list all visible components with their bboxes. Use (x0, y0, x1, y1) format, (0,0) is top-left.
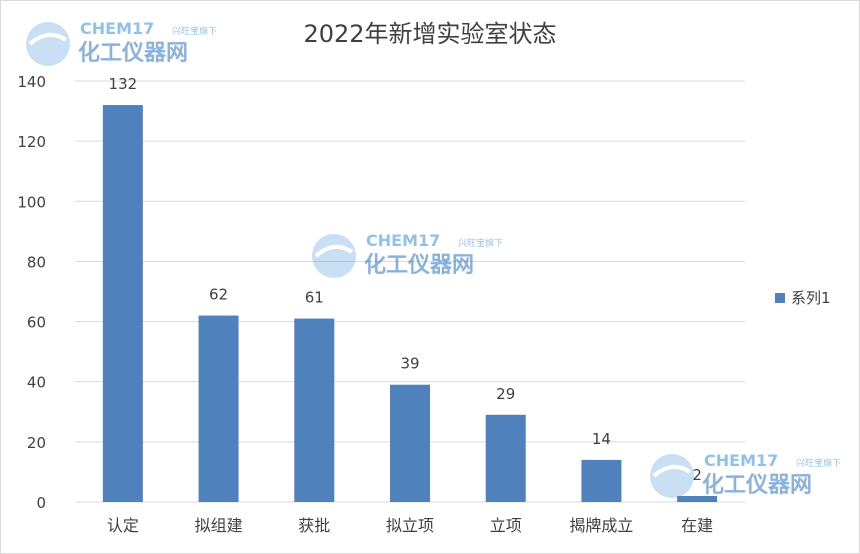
svg-text:CHEM17: CHEM17 (80, 19, 154, 38)
y-tick-label: 0 (36, 494, 46, 512)
chart-title: 2022年新增实验室状态 (303, 20, 557, 48)
x-tick-label: 在建 (681, 516, 713, 535)
svg-text:化工仪器网: 化工仪器网 (364, 252, 474, 278)
svg-text:CHEM17: CHEM17 (366, 231, 440, 250)
x-tick-label: 立项 (490, 516, 522, 535)
bar (581, 459, 622, 502)
watermark-logo: CHEM17 兴旺宝旗下 化工仪器网 (646, 446, 846, 506)
data-label: 29 (496, 385, 515, 403)
svg-text:化工仪器网: 化工仪器网 (78, 40, 188, 66)
x-tick-label: 揭牌成立 (569, 516, 633, 535)
bar (485, 414, 526, 502)
watermark-logo: CHEM17 兴旺宝旗下 化工仪器网 (308, 226, 508, 286)
legend: 系列1 (775, 287, 831, 308)
y-tick-label: 120 (17, 133, 46, 151)
svg-text:兴旺宝旗下: 兴旺宝旗下 (458, 237, 503, 249)
y-tick-label: 60 (27, 314, 46, 332)
x-tick-label: 拟立项 (386, 516, 434, 535)
y-tick-label: 140 (17, 73, 46, 91)
data-label: 62 (209, 286, 228, 304)
y-tick-label: 80 (27, 253, 46, 271)
watermark-logo: CHEM17 兴旺宝旗下 化工仪器网 (22, 14, 222, 74)
legend-swatch (775, 292, 785, 303)
data-label: 61 (305, 289, 324, 307)
svg-text:化工仪器网: 化工仪器网 (702, 472, 812, 498)
bar (390, 384, 430, 502)
svg-text:兴旺宝旗下: 兴旺宝旗下 (796, 457, 841, 469)
x-tick-label: 拟组建 (195, 516, 243, 535)
svg-text:CHEM17: CHEM17 (704, 451, 778, 470)
bar (198, 315, 239, 502)
data-label: 2 (692, 466, 702, 484)
legend-label: 系列1 (791, 289, 831, 307)
bar (102, 105, 143, 503)
x-tick-label: 获批 (298, 516, 330, 535)
y-tick-label: 100 (17, 193, 46, 211)
data-label: 39 (400, 355, 419, 373)
data-label: 14 (592, 430, 611, 448)
x-tick-label: 认定 (107, 516, 139, 535)
svg-text:兴旺宝旗下: 兴旺宝旗下 (172, 25, 217, 37)
data-label: 132 (109, 75, 138, 93)
bar (677, 495, 718, 502)
y-tick-label: 40 (27, 374, 46, 392)
y-tick-label: 20 (27, 434, 46, 452)
bar (294, 318, 335, 502)
